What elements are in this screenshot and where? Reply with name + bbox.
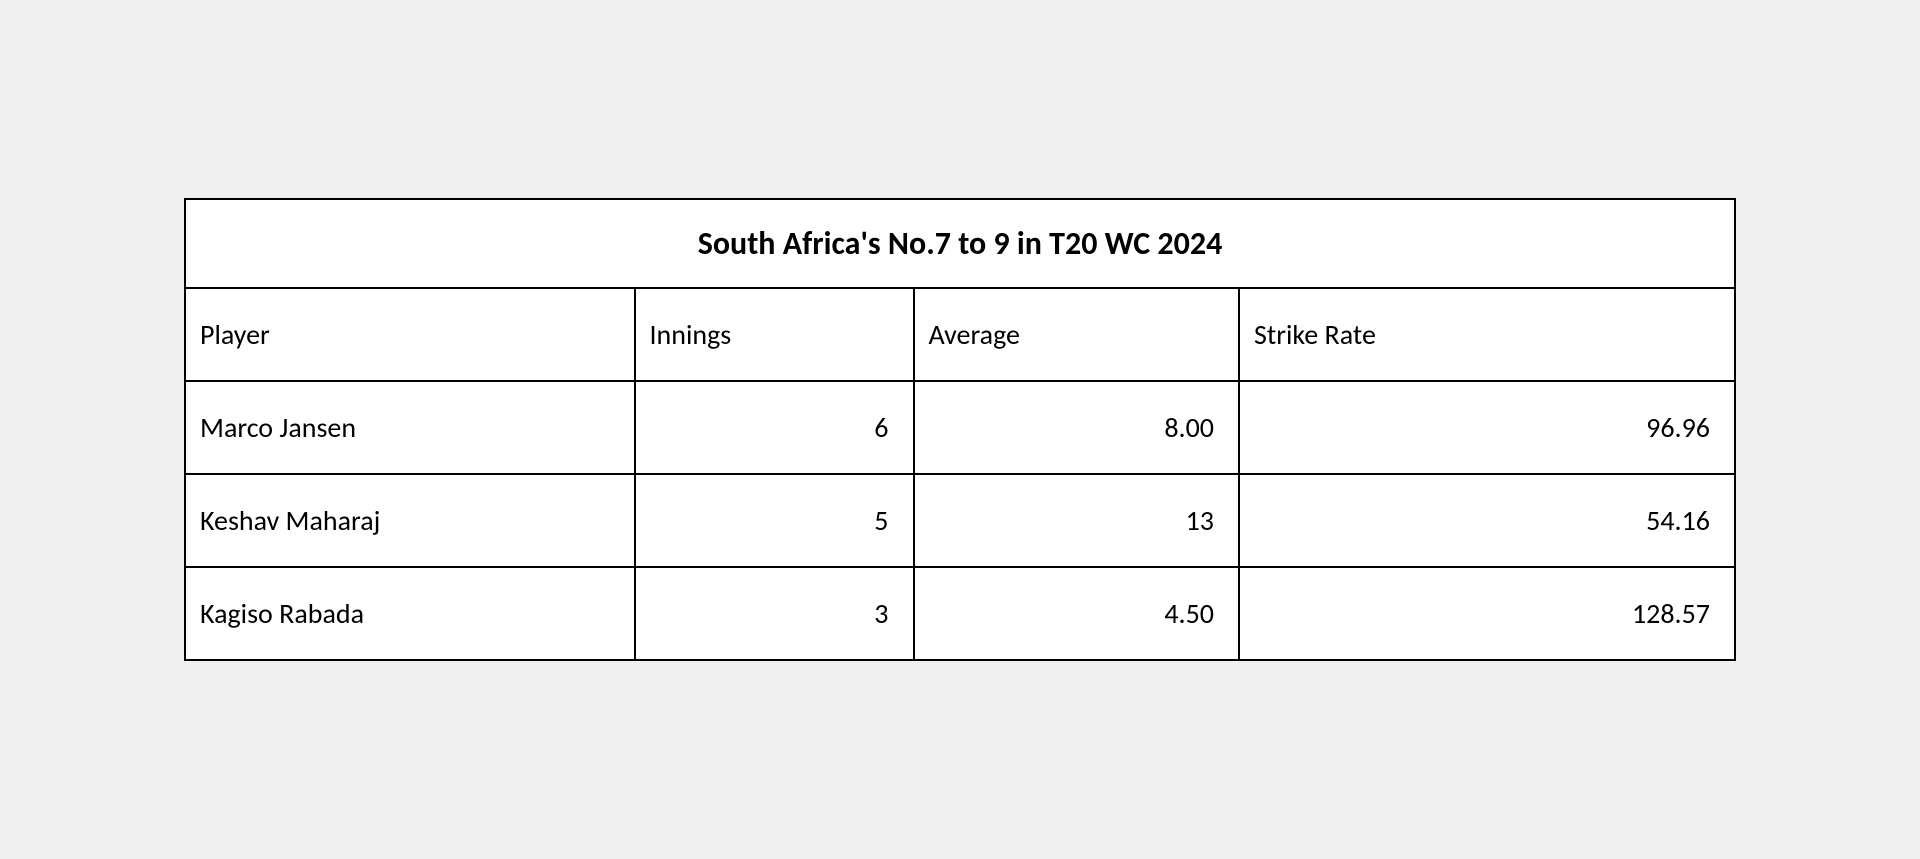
column-header-strike-rate: Strike Rate bbox=[1239, 288, 1735, 381]
cell-strike-rate: 54.16 bbox=[1239, 474, 1735, 567]
column-header-innings: Innings bbox=[635, 288, 914, 381]
cell-strike-rate: 96.96 bbox=[1239, 381, 1735, 474]
cell-player: Marco Jansen bbox=[185, 381, 635, 474]
table-row: Keshav Maharaj 5 13 54.16 bbox=[185, 474, 1735, 567]
table-title: South Africa's No.7 to 9 in T20 WC 2024 bbox=[185, 199, 1735, 288]
cell-average: 8.00 bbox=[914, 381, 1240, 474]
table-row: Marco Jansen 6 8.00 96.96 bbox=[185, 381, 1735, 474]
table-row: Kagiso Rabada 3 4.50 128.57 bbox=[185, 567, 1735, 660]
cell-innings: 3 bbox=[635, 567, 914, 660]
cell-innings: 6 bbox=[635, 381, 914, 474]
cell-average: 13 bbox=[914, 474, 1240, 567]
cell-strike-rate: 128.57 bbox=[1239, 567, 1735, 660]
column-header-player: Player bbox=[185, 288, 635, 381]
table-header-row: Player Innings Average Strike Rate bbox=[185, 288, 1735, 381]
cell-player: Keshav Maharaj bbox=[185, 474, 635, 567]
stats-table: South Africa's No.7 to 9 in T20 WC 2024 … bbox=[184, 198, 1736, 661]
cell-player: Kagiso Rabada bbox=[185, 567, 635, 660]
cell-average: 4.50 bbox=[914, 567, 1240, 660]
column-header-average: Average bbox=[914, 288, 1240, 381]
table-title-row: South Africa's No.7 to 9 in T20 WC 2024 bbox=[185, 199, 1735, 288]
stats-table-container: South Africa's No.7 to 9 in T20 WC 2024 … bbox=[184, 198, 1736, 661]
cell-innings: 5 bbox=[635, 474, 914, 567]
